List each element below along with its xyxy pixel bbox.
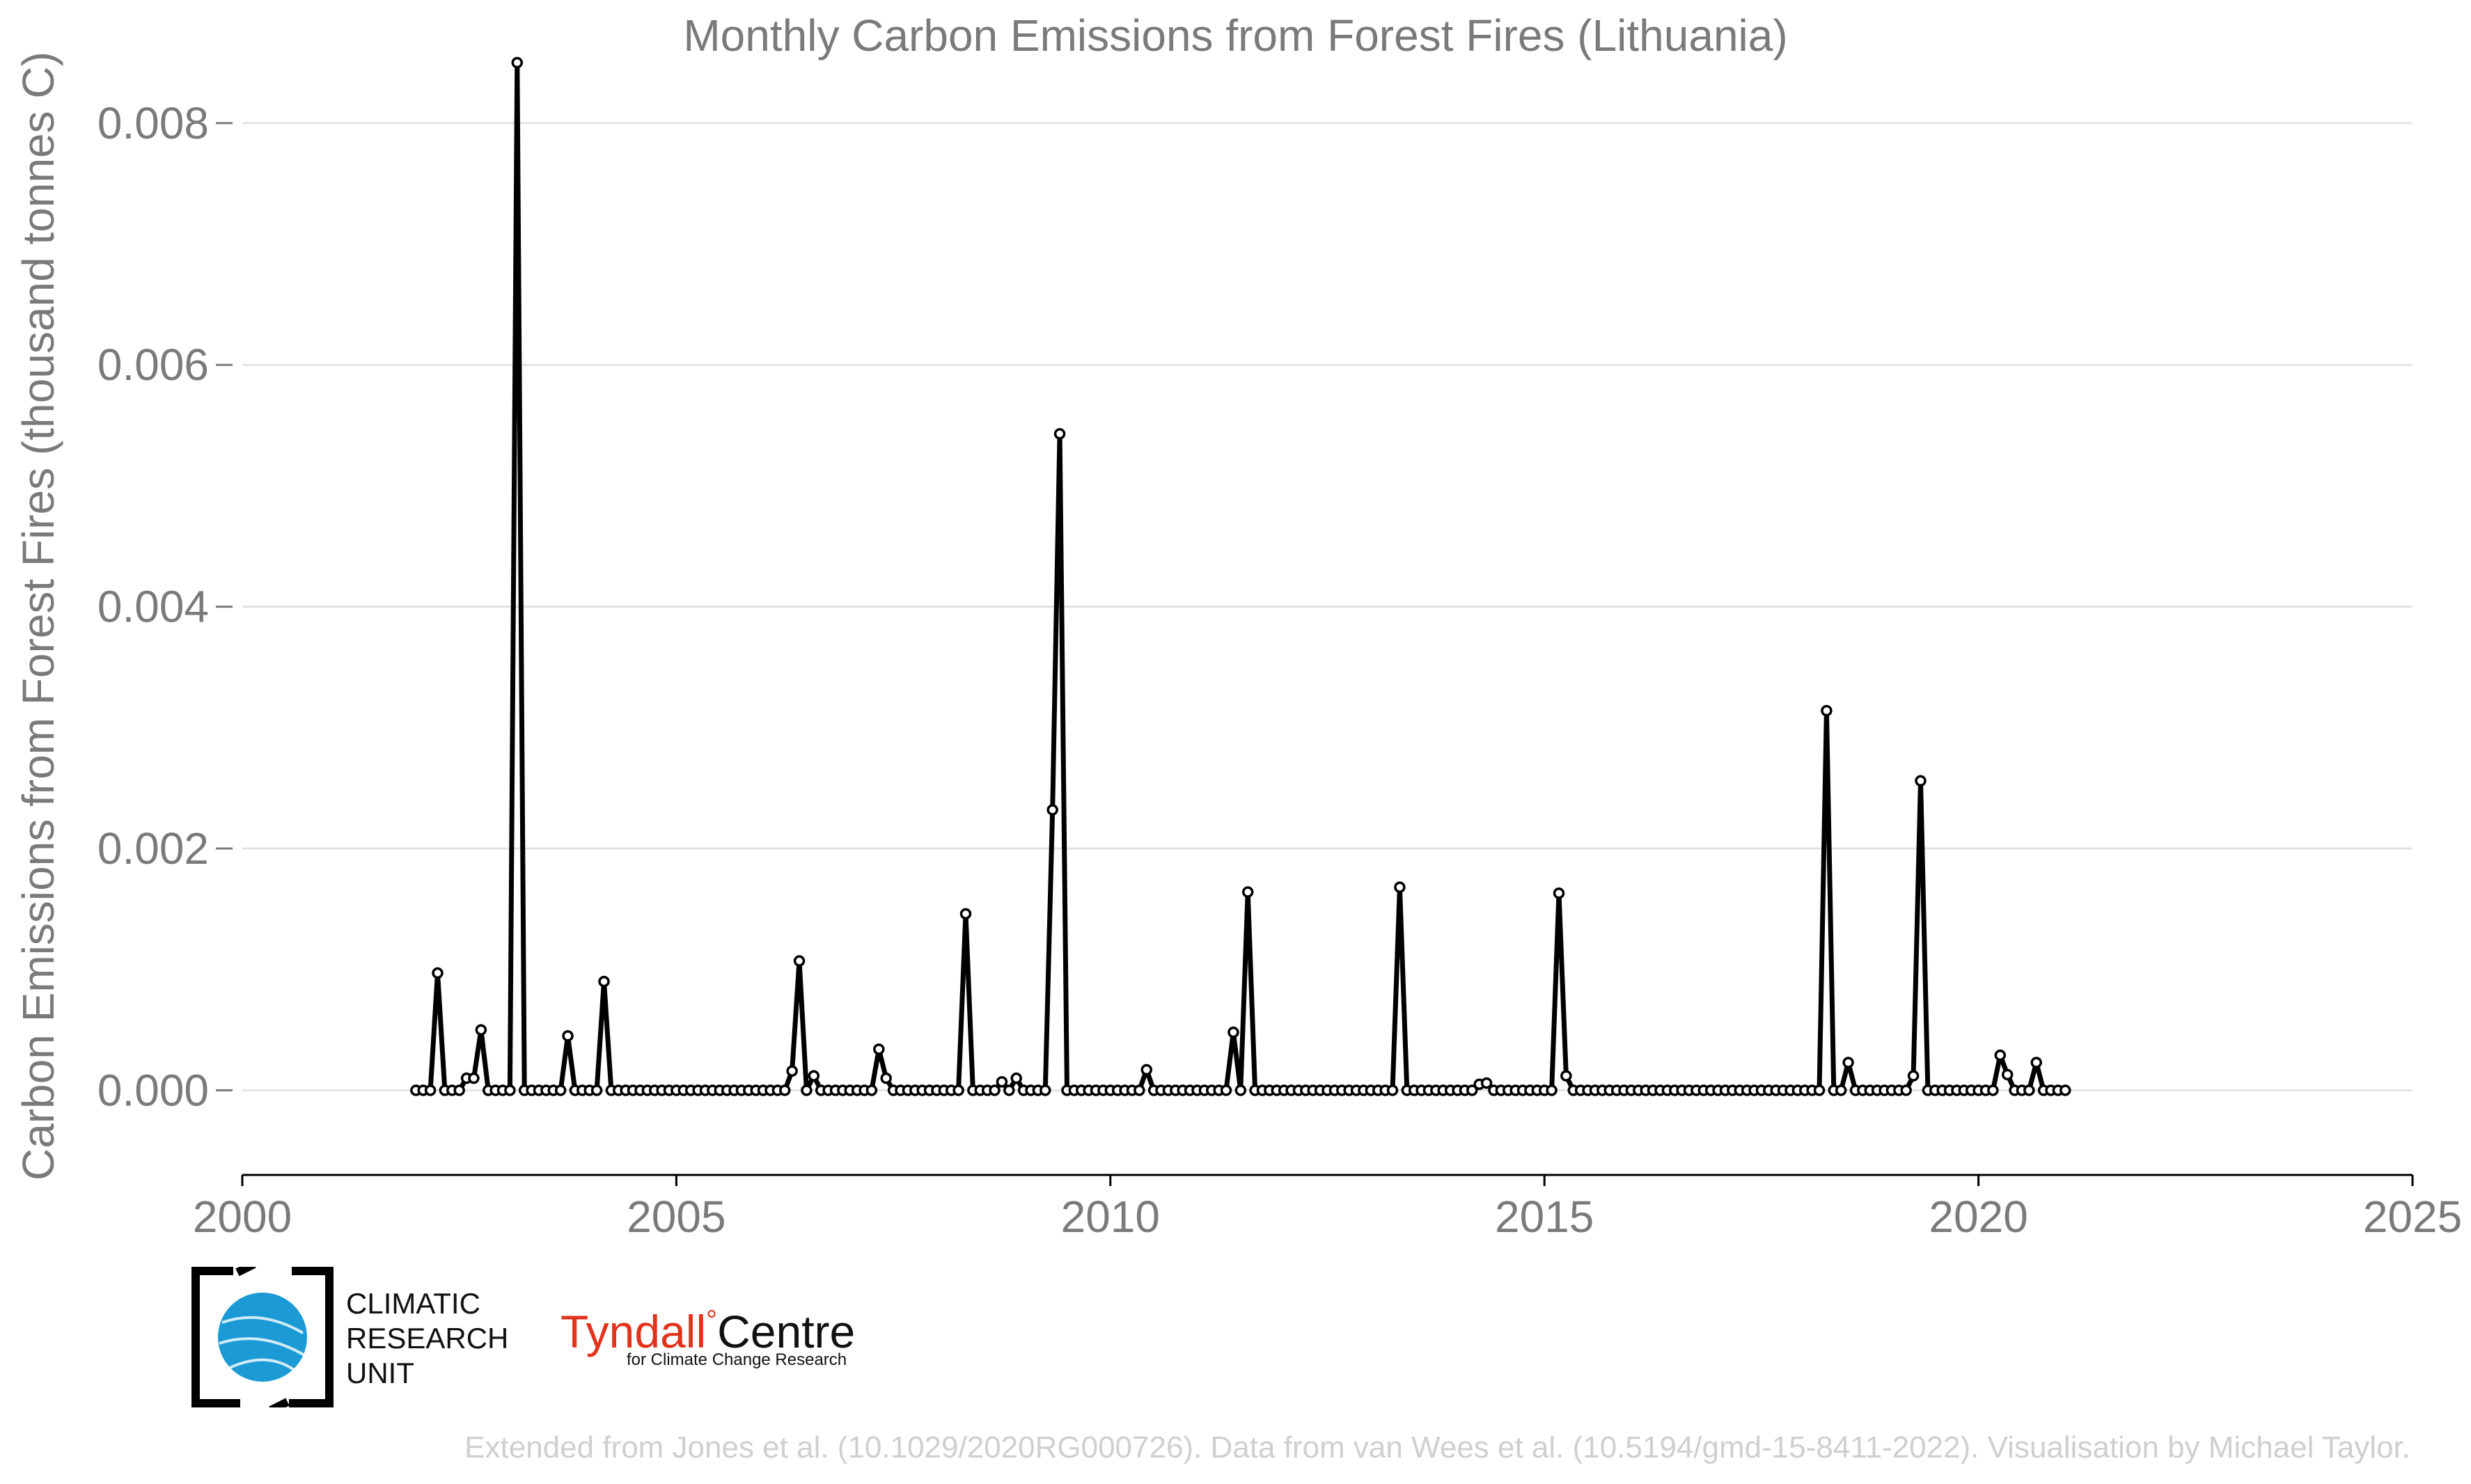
- data-points: [410, 56, 2071, 1096]
- tyndall-subtitle: for Climate Change Research: [627, 1350, 847, 1369]
- data-point: [1994, 1049, 2007, 1061]
- data-point: [598, 975, 610, 988]
- y-tick-label: 0.004: [97, 582, 209, 632]
- data-point: [1480, 1077, 1493, 1089]
- data-point: [453, 1084, 465, 1096]
- data-point: [468, 1072, 480, 1084]
- data-point: [880, 1072, 892, 1084]
- data-point: [504, 1084, 516, 1096]
- cru-logo-text: CLIMATIC RESEARCH UNIT: [346, 1286, 508, 1391]
- cru-logo: [191, 1267, 334, 1407]
- tick-labels: 0.000 0.002 0.004 0.006 0.008 2000 2005 2010 201…: [97, 98, 2462, 1242]
- data-point: [952, 1084, 964, 1096]
- chart-title: Monthly Carbon Emissions from Forest Fir…: [683, 10, 1788, 61]
- data-point: [1241, 886, 1254, 898]
- tyndall-logo: Tyndall°Centre: [560, 1305, 855, 1358]
- data-point: [432, 967, 444, 979]
- data-point: [2060, 1084, 2071, 1096]
- data-point: [1227, 1026, 1239, 1039]
- data-point: [2001, 1068, 2014, 1081]
- y-tick-label: 0.002: [97, 823, 209, 874]
- x-tick-label: 2015: [1495, 1192, 1594, 1242]
- tyndall-name: Tyndall: [560, 1306, 707, 1357]
- data-point: [1560, 1070, 1572, 1082]
- data-point: [996, 1076, 1008, 1088]
- data-point: [1987, 1084, 1999, 1096]
- data-point: [1386, 1084, 1399, 1096]
- data-point: [786, 1065, 798, 1077]
- data-point: [1546, 1084, 1558, 1096]
- data-point: [554, 1084, 567, 1096]
- data-point: [989, 1084, 1001, 1096]
- data-point: [1907, 1070, 1920, 1082]
- credits-footer: Extended from Jones et al. (10.1029/2020…: [464, 1430, 2410, 1465]
- data-point: [873, 1043, 885, 1055]
- data-point: [1040, 1084, 1051, 1096]
- data-point: [865, 1084, 878, 1096]
- data-point: [1900, 1084, 1912, 1096]
- logos: CLIMATIC RESEARCH UNIT Tyndall°Centre fo…: [191, 1267, 888, 1413]
- data-point: [801, 1084, 813, 1096]
- x-tick-label: 2005: [627, 1192, 725, 1242]
- cru-line: CLIMATIC: [346, 1287, 480, 1320]
- x-tick-label: 2000: [193, 1192, 292, 1242]
- data-point: [1046, 804, 1058, 816]
- x-tick-label: 2010: [1061, 1192, 1160, 1242]
- data-point: [959, 908, 972, 920]
- y-tick-label: 0.008: [97, 98, 209, 148]
- series-path: [416, 60, 2066, 1093]
- data-point: [1010, 1072, 1022, 1084]
- data-point: [1842, 1057, 1854, 1068]
- data-point: [1133, 1084, 1145, 1096]
- data-point: [2023, 1084, 2035, 1096]
- data-point: [808, 1070, 820, 1082]
- data-point: [1835, 1084, 1847, 1096]
- x-axis: [216, 122, 2414, 1186]
- data-point: [475, 1024, 487, 1036]
- data-point: [1394, 881, 1406, 893]
- data-point: [1003, 1084, 1015, 1096]
- gridlines: [242, 122, 2413, 1091]
- data-point: [1220, 1084, 1232, 1096]
- data-point: [793, 955, 806, 967]
- data-point: [511, 56, 524, 69]
- data-point: [424, 1084, 437, 1096]
- data-point: [779, 1084, 791, 1096]
- tyndall-centre: Centre: [717, 1306, 856, 1357]
- data-point: [590, 1084, 603, 1096]
- y-tick-label: 0.000: [97, 1065, 209, 1115]
- data-point: [1813, 1084, 1826, 1096]
- data-point: [1553, 887, 1565, 899]
- data-point: [562, 1030, 574, 1042]
- cru-line: UNIT: [346, 1357, 414, 1389]
- data-point: [1466, 1084, 1478, 1096]
- x-tick-label: 2020: [1929, 1192, 2027, 1242]
- data-point: [1053, 427, 1066, 440]
- series-line: [416, 60, 2066, 1093]
- y-tick-label: 0.006: [97, 340, 209, 390]
- data-point: [1915, 775, 1927, 787]
- data-point: [2030, 1057, 2042, 1068]
- x-tick-label: 2025: [2363, 1192, 2462, 1242]
- data-point: [1821, 704, 1833, 717]
- tyndall-degree: °: [706, 1305, 718, 1336]
- cru-line: RESEARCH: [346, 1322, 509, 1355]
- data-point: [1140, 1064, 1152, 1076]
- data-point: [1234, 1084, 1247, 1096]
